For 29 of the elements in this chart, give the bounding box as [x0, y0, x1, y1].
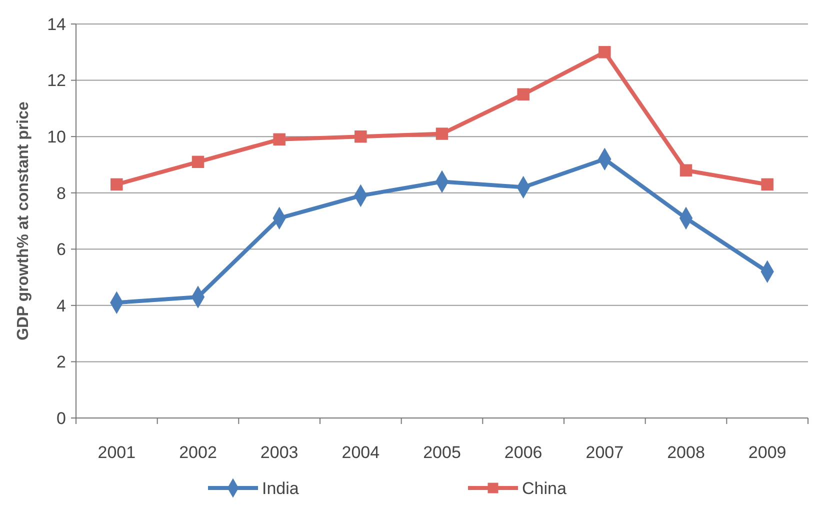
point — [273, 133, 286, 146]
y-tick-label: 12 — [47, 71, 66, 90]
point — [354, 130, 367, 143]
y-tick-label: 8 — [56, 184, 66, 203]
x-tick-label: 2002 — [179, 443, 217, 462]
y-tick-label: 2 — [56, 352, 66, 372]
x-tick-label: 2009 — [748, 443, 786, 462]
y-tick-label: 14 — [47, 14, 66, 34]
point — [761, 178, 774, 191]
point — [680, 164, 692, 176]
x-tick-label: 2003 — [260, 443, 298, 462]
point — [110, 178, 123, 191]
point — [517, 88, 530, 100]
point — [436, 128, 448, 140]
y-axis-title: GDP growth% at constant price — [15, 101, 32, 340]
x-tick-label: 2008 — [667, 443, 705, 462]
y-tick-label: 10 — [47, 128, 66, 147]
y-tick-label: 6 — [56, 240, 66, 260]
x-tick-label: 2001 — [98, 443, 136, 462]
legend-label: India — [262, 478, 300, 498]
x-tick-label: 2004 — [342, 443, 380, 462]
point — [598, 46, 611, 58]
x-tick-label: 2006 — [504, 443, 542, 462]
y-tick-label: 0 — [56, 408, 66, 428]
legend-label: China — [522, 478, 567, 498]
x-tick-label: 2005 — [423, 443, 461, 462]
x-tick-label: 2007 — [586, 443, 624, 462]
y-tick-label: 4 — [56, 296, 66, 316]
point — [192, 156, 204, 168]
